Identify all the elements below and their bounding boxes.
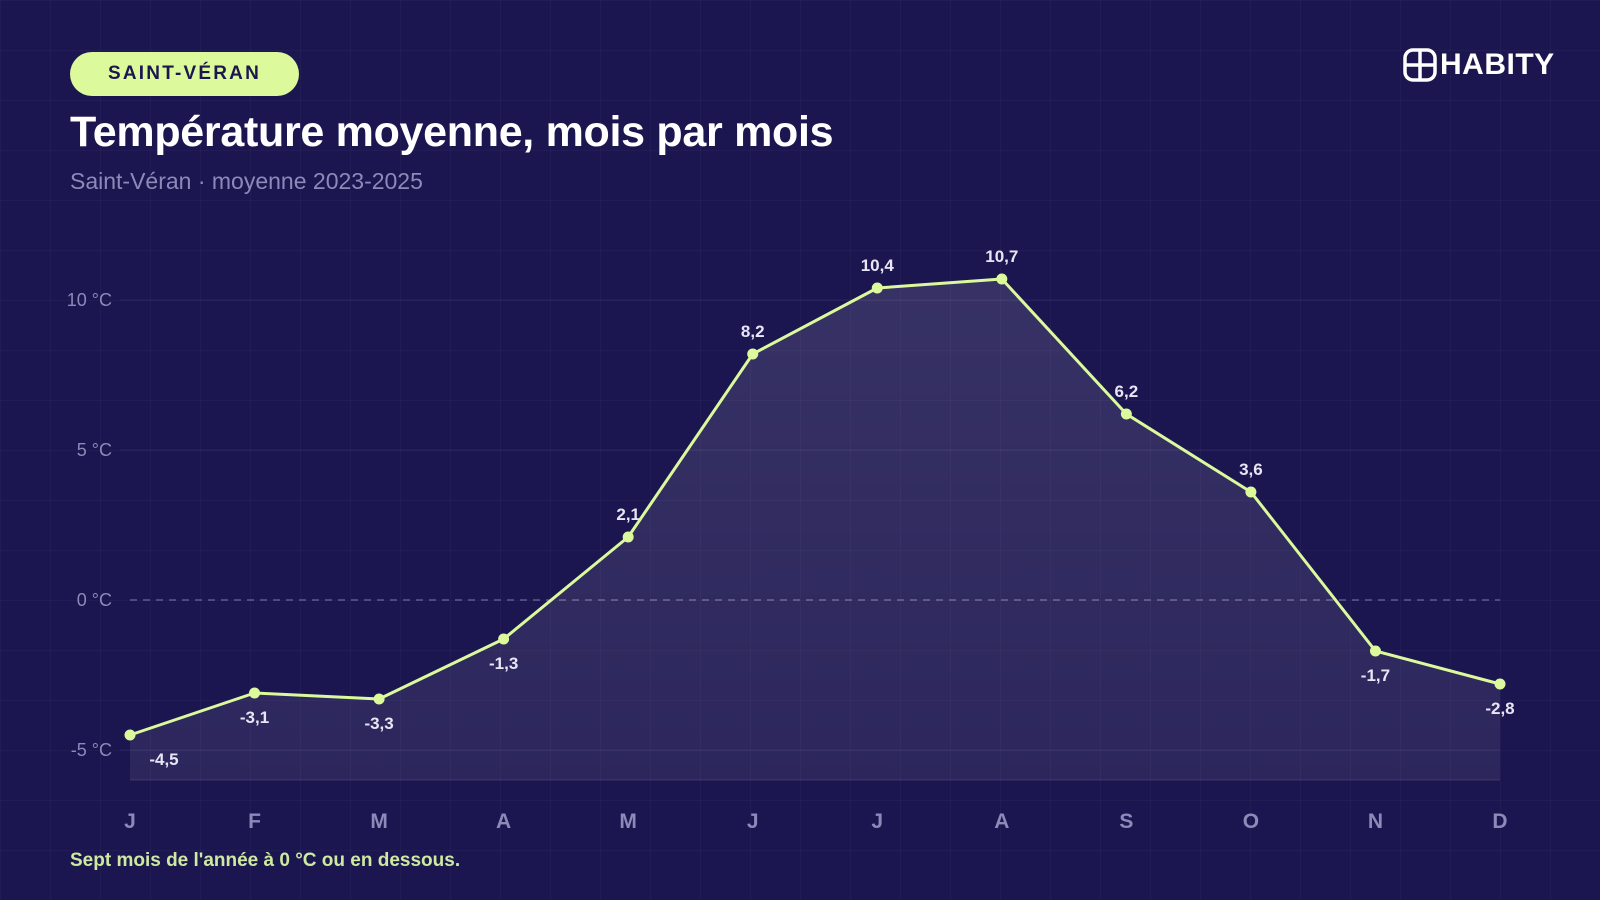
data-point	[1494, 678, 1506, 690]
habity-logo-icon	[1403, 48, 1437, 82]
x-tick-label: A	[994, 810, 1009, 833]
data-label: 10,4	[861, 256, 895, 275]
data-label: -2,8	[1485, 699, 1514, 718]
data-point	[373, 693, 385, 705]
data-label: -3,3	[364, 714, 393, 733]
data-point	[1369, 645, 1381, 657]
location-badge: SAINT-VÉRAN	[70, 52, 299, 96]
data-label: -1,3	[489, 654, 518, 673]
data-point	[124, 729, 136, 741]
x-tick-label: N	[1368, 810, 1383, 833]
data-label: 6,2	[1115, 382, 1139, 401]
data-point	[747, 348, 759, 360]
y-tick-label: -5 °C	[71, 740, 112, 760]
brand-logo: HABITY	[1403, 46, 1555, 84]
y-tick-label: 5 °C	[77, 440, 112, 460]
y-tick-label: 0 °C	[77, 590, 112, 610]
data-label: -4,5	[149, 750, 178, 769]
data-point	[498, 633, 510, 645]
data-point	[996, 273, 1008, 285]
data-point	[1120, 408, 1132, 420]
data-point	[1245, 486, 1257, 498]
data-label: 8,2	[741, 322, 765, 341]
x-tick-label: O	[1243, 810, 1259, 833]
x-tick-label: J	[871, 810, 883, 833]
x-tick-label: J	[747, 810, 759, 833]
data-point	[622, 531, 634, 543]
data-label: 3,6	[1239, 460, 1263, 479]
chart-subtitle: Saint-Véran · moyenne 2023-2025	[70, 168, 423, 194]
data-point	[249, 687, 261, 699]
temperature-line	[128, 277, 1502, 737]
brand-name: HABITY	[1440, 48, 1555, 81]
data-label: 2,1	[616, 505, 640, 524]
y-tick-label: 10 °C	[67, 290, 112, 310]
area-fill	[130, 279, 1500, 780]
x-tick-label: D	[1492, 810, 1507, 833]
x-tick-label: J	[124, 810, 136, 833]
data-label: -3,1	[240, 708, 269, 727]
data-point	[871, 282, 883, 294]
data-label: -1,7	[1361, 666, 1390, 685]
x-tick-label: M	[619, 810, 637, 833]
x-tick-label: M	[370, 810, 388, 833]
x-tick-label: S	[1119, 810, 1133, 833]
chart-title: Température moyenne, mois par mois	[70, 108, 834, 156]
x-tick-label: A	[496, 810, 511, 833]
chart-footnote: Sept mois de l'année à 0 °C ou en dessou…	[70, 850, 461, 871]
x-tick-label: F	[248, 810, 261, 833]
data-label: 10,7	[985, 247, 1018, 266]
